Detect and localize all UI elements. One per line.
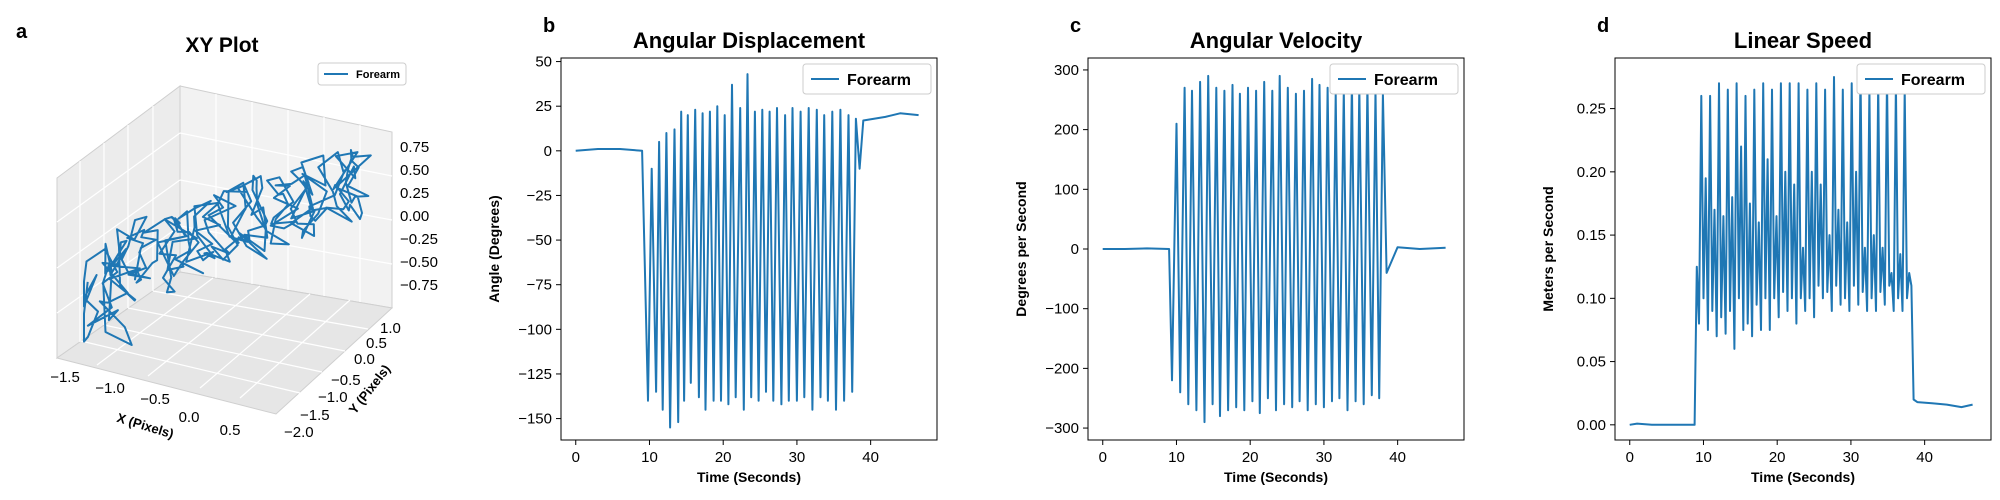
x-tick: 0.5	[220, 422, 241, 439]
y-tick-label: 300	[1054, 62, 1079, 79]
x-tick-label: 20	[1242, 449, 1259, 466]
panel-label-c: c	[1070, 15, 1081, 37]
y-tick-label: 0	[544, 143, 552, 160]
y-tick-label: −300	[1045, 420, 1079, 437]
x-tick: −1.0	[95, 380, 125, 397]
panel-label-d: d	[1597, 15, 1609, 37]
y-tick: 0.0	[354, 351, 375, 368]
x-tick-label: 40	[862, 449, 879, 466]
x-axis-label: Time (Seconds)	[697, 469, 801, 485]
series-line-forearm	[1629, 69, 1973, 426]
y-tick-label: 0.20	[1577, 164, 1606, 181]
series-line-forearm	[1102, 74, 1446, 424]
x-tick-label: 0	[1099, 449, 1107, 466]
y-tick-label: 50	[535, 54, 552, 71]
grid-3d	[56, 94, 393, 399]
y-axis-label: Meters per Second	[1540, 186, 1556, 311]
x-tick: −1.5	[50, 369, 80, 386]
y-tick: 1.0	[380, 320, 401, 337]
y-tick: 0.5	[366, 335, 387, 352]
y-tick-label: 0.10	[1577, 290, 1606, 307]
y-tick-label: 0.00	[1577, 417, 1606, 434]
x-tick-label: 20	[1769, 449, 1786, 466]
plot-frame	[1614, 57, 1992, 441]
legend-label: Forearm	[356, 69, 400, 81]
y-tick-label: 200	[1054, 122, 1079, 139]
y-tick: −2.0	[284, 424, 314, 441]
z-tick: 0.00	[400, 208, 429, 225]
x-tick-label: 40	[1916, 449, 1933, 466]
plot-frame	[1087, 57, 1465, 441]
panel-d: d Linear Speed 0 10 20 30 40 0.25 0.20 0.15 0.10…	[1540, 15, 1992, 485]
z-tick: −0.50	[400, 254, 438, 271]
trajectory-line	[83, 149, 372, 346]
chart-title-a: XY Plot	[185, 34, 258, 57]
x-axis-label-a: X (Pixels)	[115, 410, 175, 441]
y-tick-label: 0.05	[1577, 354, 1606, 371]
y-tick-label: −50	[527, 232, 552, 249]
x-tick-label: 0	[1626, 449, 1634, 466]
panel-c: c Angular Velocity 0 10 20 30 40 300 200 100 0 −1…	[1013, 15, 1465, 485]
x-tick-label: 0	[572, 449, 580, 466]
y-tick: −0.5	[331, 372, 361, 389]
y-tick-label: 100	[1054, 181, 1079, 198]
legend-a: Forearm	[317, 62, 407, 86]
legend-box	[802, 63, 932, 95]
legend-label: Forearm	[847, 72, 911, 89]
panel-label-a: a	[16, 21, 28, 43]
y-tick-label: −25	[527, 187, 552, 204]
x-tick-label: 30	[1843, 449, 1860, 466]
legend-box	[317, 62, 407, 86]
y-axis-label-a: Y (Pixels)	[346, 362, 394, 417]
y-tick-label: 0.25	[1577, 101, 1606, 118]
y-axis-label: Degrees per Second	[1013, 181, 1029, 316]
z-ticks: 0.75 0.50 0.25 0.00 −0.25 −0.50 −0.75	[400, 139, 438, 294]
y-tick-label: −75	[527, 277, 552, 294]
x-tick: −0.5	[140, 391, 170, 408]
chart-title-c: Angular Velocity	[1190, 28, 1363, 53]
z-tick: 0.75	[400, 139, 429, 156]
y-tick-label: −150	[518, 411, 552, 428]
legend-label: Forearm	[1901, 72, 1965, 89]
y-tick-label: −100	[1045, 301, 1079, 318]
z-tick: 0.25	[400, 185, 429, 202]
z-tick: −0.25	[400, 231, 438, 248]
plot-frame	[560, 57, 938, 441]
x-tick-label: 30	[789, 449, 806, 466]
chart-title-d: Linear Speed	[1734, 28, 1872, 53]
pane-floor	[55, 271, 394, 415]
z-tick: 0.50	[400, 162, 429, 179]
legend-label: Forearm	[1374, 72, 1438, 89]
chart-title-b: Angular Displacement	[633, 28, 866, 53]
x-tick-label: 30	[1316, 449, 1333, 466]
y-tick-label: −125	[518, 366, 552, 383]
x-tick-label: 10	[641, 449, 658, 466]
x-tick-label: 20	[715, 449, 732, 466]
y-tick-label: −200	[1045, 360, 1079, 377]
x-axis-label: Time (Seconds)	[1751, 469, 1855, 485]
panel-a: a XY Plot	[16, 21, 438, 441]
x-tick: 0.0	[179, 409, 200, 426]
x-ticks-3d: −1.5 −1.0 −0.5 0.0 0.5	[50, 369, 240, 439]
y-tick: −1.5	[300, 407, 330, 424]
y-ticks-3d: 1.0 0.5 0.0 −0.5 −1.0 −1.5 −2.0	[284, 320, 401, 441]
panel-label-b: b	[543, 15, 555, 37]
y-tick-label: −100	[518, 321, 552, 338]
legend-box	[1856, 63, 1986, 95]
y-tick-label: 0.15	[1577, 227, 1606, 244]
y-tick: −1.0	[318, 389, 348, 406]
x-tick-label: 10	[1695, 449, 1712, 466]
y-tick-label: 25	[535, 98, 552, 115]
x-axis-label: Time (Seconds)	[1224, 469, 1328, 485]
x-tick-label: 10	[1168, 449, 1185, 466]
y-axis-label: Angle (Degrees)	[486, 195, 502, 302]
y-tick-label: 0	[1071, 241, 1079, 258]
panel-b: b Angular Displacement 0 10 20 30 40 50 25 0 −25…	[486, 15, 938, 485]
x-tick-label: 40	[1389, 449, 1406, 466]
legend-box	[1329, 63, 1459, 95]
z-tick: −0.75	[400, 277, 438, 294]
series-line-forearm	[575, 73, 919, 429]
